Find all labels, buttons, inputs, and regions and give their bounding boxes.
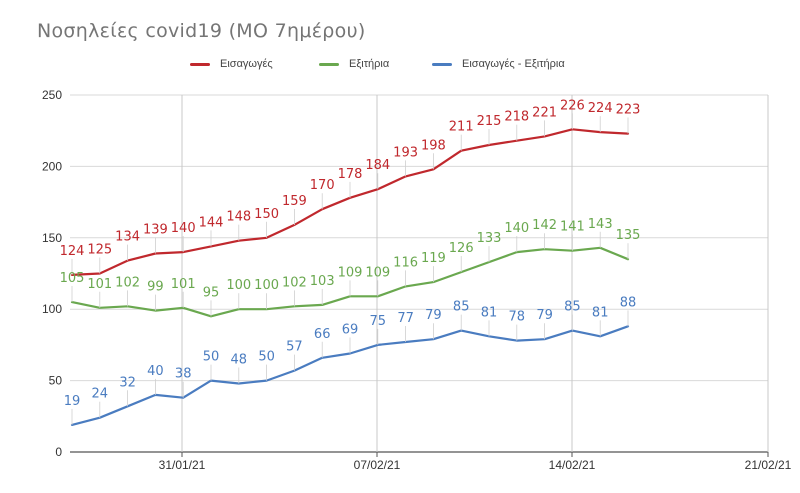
x-tick-label-1: 07/02/21 — [354, 458, 401, 472]
legend-swatch-admissions — [190, 62, 210, 66]
data-label-2-7: 50 — [258, 350, 275, 365]
data-label-0-0: 124 — [60, 244, 85, 259]
data-label-0-4: 140 — [171, 221, 196, 236]
data-label-2-19: 81 — [592, 305, 609, 320]
data-label-1-4: 101 — [171, 277, 196, 292]
data-label-2-16: 78 — [509, 310, 526, 325]
data-label-0-7: 150 — [254, 207, 279, 222]
y-tick-label-200: 200 — [42, 159, 62, 173]
legend-label-discharges: Εξιτήρια — [349, 58, 390, 70]
legend-label-difference: Εισαγωγές - Εξιτήρια — [462, 58, 565, 70]
data-label-0-2: 134 — [115, 230, 140, 245]
data-label-1-10: 109 — [338, 265, 363, 280]
data-label-1-5: 95 — [203, 285, 220, 300]
legend-item-admissions[interactable]: Εισαγωγές — [190, 58, 273, 70]
data-label-0-12: 193 — [393, 145, 418, 160]
data-label-1-20: 135 — [616, 228, 641, 243]
data-label-0-20: 223 — [616, 103, 641, 118]
data-label-0-14: 211 — [449, 120, 474, 135]
data-label-1-15: 133 — [477, 231, 502, 246]
data-label-1-14: 126 — [449, 241, 474, 256]
data-label-0-19: 224 — [588, 101, 613, 116]
data-label-2-15: 81 — [481, 305, 498, 320]
data-label-1-13: 119 — [421, 251, 446, 266]
data-label-1-6: 100 — [226, 278, 251, 293]
legend-item-difference[interactable]: Εισαγωγές - Εξιτήρια — [432, 58, 565, 70]
legend-swatch-discharges — [319, 62, 339, 66]
legend-item-discharges[interactable]: Εξιτήρια — [319, 58, 389, 70]
data-label-1-3: 99 — [147, 280, 164, 295]
y-tick-label-50: 50 — [49, 374, 63, 388]
series-line-2 — [70, 325, 630, 426]
data-label-0-17: 221 — [532, 105, 557, 120]
data-label-2-13: 79 — [425, 308, 442, 323]
chart-title: Νοσηλείες covid19 (ΜΟ 7ημέρου) — [37, 20, 366, 42]
data-label-2-9: 66 — [314, 327, 331, 342]
legend-label-admissions: Εισαγωγές — [220, 58, 273, 70]
data-label-1-12: 116 — [393, 255, 418, 270]
data-label-1-18: 141 — [560, 220, 585, 235]
data-label-1-7: 100 — [254, 278, 279, 293]
data-label-0-9: 170 — [310, 178, 335, 193]
data-label-2-11: 75 — [370, 314, 387, 329]
y-tick-label-150: 150 — [42, 231, 62, 245]
data-label-2-4: 38 — [175, 367, 192, 382]
x-tick-label-0: 31/01/21 — [159, 458, 206, 472]
x-tick-label-3: 21/02/21 — [745, 458, 792, 472]
data-label-2-8: 57 — [286, 340, 303, 355]
data-label-2-6: 48 — [231, 352, 248, 367]
data-label-1-9: 103 — [310, 274, 335, 289]
data-label-2-10: 69 — [342, 322, 359, 337]
data-label-1-11: 109 — [365, 265, 390, 280]
y-tick-label-0: 0 — [55, 445, 62, 459]
y-tick-label-250: 250 — [42, 88, 62, 102]
data-label-0-16: 218 — [504, 110, 529, 125]
data-label-0-8: 159 — [282, 194, 307, 209]
legend: Εισαγωγές Εξιτήρια Εισαγωγές - Εξιτήρια — [0, 58, 800, 76]
data-label-2-12: 77 — [397, 311, 414, 326]
y-tick-label-100: 100 — [42, 302, 62, 316]
data-label-0-1: 125 — [87, 243, 112, 258]
data-label-2-3: 40 — [147, 364, 164, 379]
data-label-1-0: 105 — [60, 271, 85, 286]
data-label-2-18: 85 — [564, 300, 581, 315]
data-label-0-6: 148 — [226, 210, 251, 225]
data-label-0-15: 215 — [477, 114, 502, 129]
x-tick-label-2: 14/02/21 — [549, 458, 596, 472]
data-label-2-1: 24 — [92, 387, 109, 402]
data-label-0-13: 198 — [421, 138, 446, 153]
data-label-2-14: 85 — [453, 300, 470, 315]
data-label-1-16: 140 — [504, 221, 529, 236]
data-label-2-17: 79 — [536, 308, 553, 323]
data-label-0-3: 139 — [143, 223, 168, 238]
data-label-1-17: 142 — [532, 218, 557, 233]
data-label-0-5: 144 — [199, 215, 224, 230]
data-label-1-1: 101 — [87, 277, 112, 292]
data-label-2-5: 50 — [203, 350, 220, 365]
data-label-0-18: 226 — [560, 98, 585, 113]
data-label-2-20: 88 — [620, 295, 637, 310]
data-label-0-11: 184 — [365, 158, 390, 173]
data-label-1-19: 143 — [588, 217, 613, 232]
data-label-1-2: 102 — [115, 275, 140, 290]
data-label-2-2: 32 — [119, 375, 136, 390]
data-label-1-8: 102 — [282, 275, 307, 290]
data-label-0-10: 178 — [338, 167, 363, 182]
legend-swatch-difference — [432, 62, 452, 66]
data-label-2-0: 19 — [64, 394, 81, 409]
